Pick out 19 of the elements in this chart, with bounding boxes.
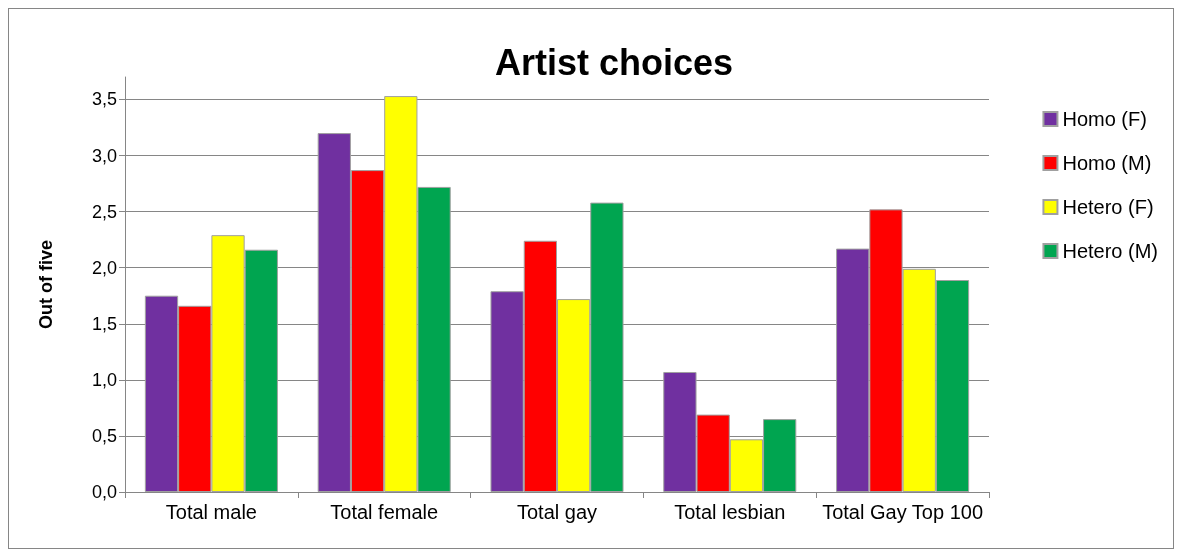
y-tick-label: 0,5 — [91, 425, 117, 446]
chart-title: Artist choices — [494, 41, 734, 83]
y-tick-label: 3,5 — [91, 89, 117, 110]
legend-label: Homo (F) — [1062, 108, 1147, 130]
x-tick-label: Total gay — [516, 501, 598, 523]
y-axis-title: Out of five — [36, 240, 56, 329]
y-tick-label: 2,0 — [91, 257, 117, 278]
legend-label: Hetero (F) — [1062, 196, 1154, 218]
x-tick-label: Total female — [330, 501, 439, 523]
y-tick-label: 3,0 — [91, 145, 117, 166]
y-tick-label: 2,5 — [91, 201, 117, 222]
x-tick-label: Total lesbian — [674, 501, 786, 523]
y-tick-label: 0,0 — [91, 482, 117, 502]
legend-label: Homo (M) — [1062, 152, 1152, 174]
x-tick-label: Total Gay Top 100 — [822, 501, 984, 523]
x-tick-label: Total male — [165, 501, 257, 523]
legend-label: Hetero (M) — [1062, 240, 1159, 262]
y-tick-label: 1,5 — [91, 313, 117, 334]
y-tick-label: 1,0 — [91, 369, 117, 390]
